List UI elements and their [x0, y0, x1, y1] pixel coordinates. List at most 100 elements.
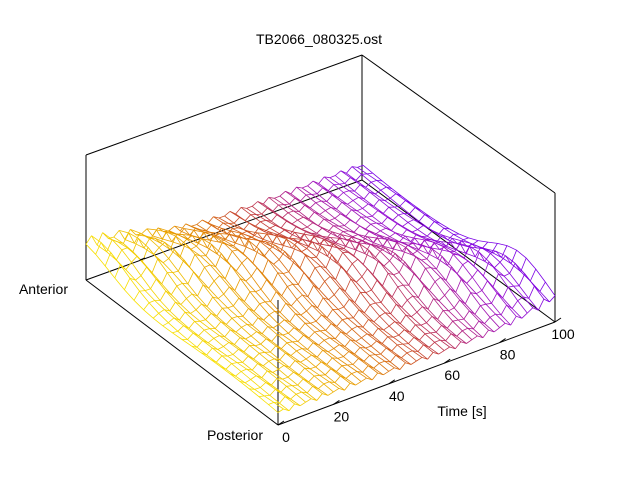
- mesh-line-time: [335, 170, 342, 176]
- mesh-line-time: [400, 229, 407, 237]
- mesh-line-time: [492, 273, 499, 287]
- mesh-line-cross: [251, 205, 445, 351]
- mesh-line-time: [204, 328, 210, 331]
- time-tick-mark: [499, 338, 506, 344]
- mesh-line-time: [432, 248, 439, 260]
- mesh-line-time: [315, 314, 322, 322]
- mesh-line-time: [450, 242, 457, 251]
- mesh-line-time: [268, 197, 275, 199]
- mesh-line-time: [539, 281, 546, 292]
- time-tick-label: 100: [551, 326, 575, 342]
- mesh-line-time: [384, 197, 391, 201]
- mesh-line-time: [369, 302, 376, 306]
- mesh-line-time: [304, 367, 311, 370]
- mesh-line-time: [196, 340, 204, 348]
- mesh-line-time: [326, 309, 334, 318]
- mesh-line-time: [233, 236, 240, 247]
- mesh-line-time: [231, 316, 238, 319]
- mesh-line-cross: [224, 215, 417, 362]
- mesh-line-time: [282, 212, 289, 218]
- mesh-line-time: [367, 172, 373, 175]
- mesh-line-time: [208, 280, 215, 289]
- mesh-line-time: [211, 244, 218, 255]
- mesh-line-cross: [108, 238, 301, 407]
- mesh-line-time: [353, 309, 360, 319]
- mesh-line-time: [258, 395, 265, 397]
- mesh-line-time: [399, 235, 406, 242]
- mesh-line-time: [335, 265, 342, 280]
- mesh-line-time: [294, 232, 301, 239]
- mesh-line-time: [489, 313, 496, 318]
- time-tick-mark: [277, 420, 285, 426]
- mesh-line-time: [306, 386, 314, 394]
- mesh-line-time: [114, 264, 121, 279]
- mesh-line-time: [153, 247, 160, 255]
- mesh-line-time: [364, 304, 371, 314]
- mesh-line-time: [484, 317, 491, 324]
- mesh-line-time: [333, 287, 341, 295]
- mesh-line-time: [276, 378, 283, 380]
- mesh-line-time: [186, 293, 193, 299]
- time-tick-label: 20: [334, 408, 350, 424]
- mesh-line-time: [244, 291, 251, 302]
- mesh-line-time: [362, 365, 369, 373]
- mesh-line-time: [261, 326, 269, 334]
- mesh-line-time: [271, 272, 279, 286]
- mesh-line-time: [412, 243, 420, 250]
- mesh-line-time: [346, 263, 353, 273]
- mesh-line-time: [198, 329, 205, 336]
- mesh-line-time: [193, 229, 200, 239]
- mesh-line-time: [401, 245, 408, 252]
- mesh-line-time: [343, 239, 351, 249]
- mesh-line-time: [374, 250, 381, 260]
- mesh-line-time: [206, 347, 213, 356]
- mesh-line-time: [329, 217, 336, 221]
- mesh-line-time: [191, 293, 198, 297]
- mesh-line-time: [164, 309, 170, 312]
- mesh-line-time: [343, 351, 350, 357]
- mesh-line-time: [357, 325, 364, 328]
- mesh-line-time: [188, 321, 195, 329]
- mesh-line-time: [399, 314, 407, 324]
- mesh-line-time: [375, 353, 381, 355]
- y-axis-near-label: Posterior: [207, 427, 263, 443]
- mesh-line-time: [135, 275, 142, 281]
- mesh-line-cross: [229, 211, 423, 358]
- mesh-line-time: [180, 298, 187, 305]
- box-front-left-diagonal: [85, 279, 279, 426]
- mesh-line-time: [357, 164, 364, 168]
- mesh-line-time: [121, 247, 128, 251]
- mesh-line-time: [370, 340, 377, 347]
- mesh-line-time: [295, 313, 301, 316]
- mesh-line-time: [366, 215, 373, 218]
- mesh-line-time: [259, 301, 266, 305]
- time-tick-mark: [333, 399, 340, 405]
- mesh-line-time: [122, 232, 130, 244]
- mesh-line-time: [371, 280, 378, 291]
- mesh-line-time: [115, 249, 123, 261]
- mesh-line-time: [521, 312, 528, 319]
- mesh-line-cross: [135, 234, 329, 396]
- mesh-line-time: [301, 248, 308, 253]
- mesh-line-time: [291, 384, 298, 386]
- mesh-line-time: [377, 237, 384, 247]
- mesh-line-time: [235, 262, 243, 272]
- mesh-line-time: [307, 285, 314, 297]
- mesh-line-time: [329, 381, 335, 383]
- mesh-line-time: [217, 293, 224, 299]
- mesh-line-time: [215, 227, 222, 236]
- mesh-line-cross: [202, 219, 395, 369]
- mesh-line-time: [223, 286, 230, 295]
- mesh-line-time: [453, 299, 461, 309]
- mesh-line-time: [264, 395, 270, 397]
- mesh-line-cross: [157, 227, 351, 384]
- mesh-line-time: [317, 238, 324, 251]
- mesh-line-time: [299, 401, 306, 407]
- mesh-line-time: [143, 302, 150, 311]
- mesh-line-time: [423, 239, 431, 248]
- mesh-line-time: [328, 243, 335, 247]
- mesh-line-time: [398, 213, 405, 216]
- mesh-line-time: [351, 166, 358, 168]
- mesh-line-time: [168, 225, 175, 231]
- mesh-line-time: [373, 362, 380, 369]
